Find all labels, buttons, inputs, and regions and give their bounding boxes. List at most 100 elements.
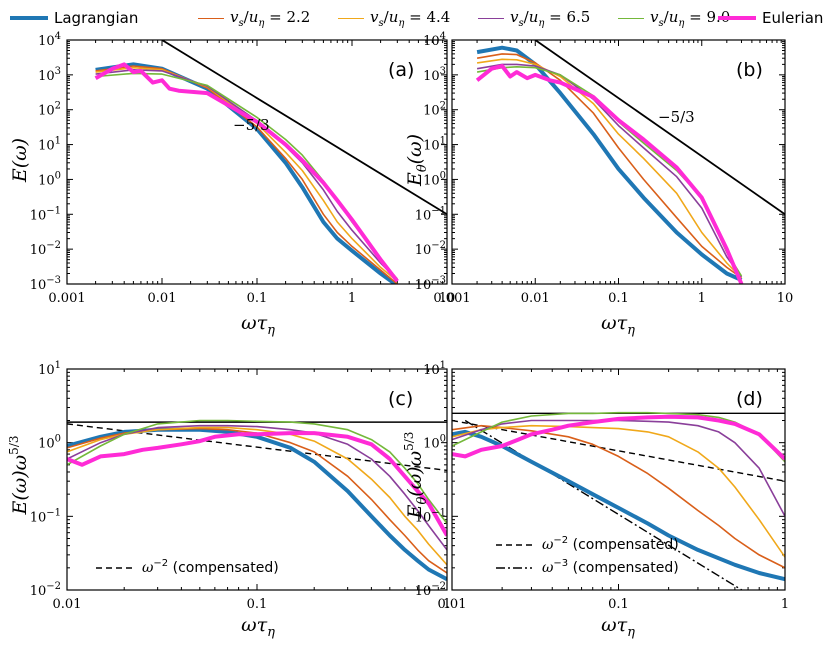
y-axis-label: E(ω)ω5/3: [7, 435, 31, 515]
series-line: [452, 414, 785, 461]
y-axis-label: Eθ(ω)ω5/3: [402, 432, 430, 520]
axes-frame: [451, 368, 786, 591]
legend-item: vs/uη = 6.5: [478, 6, 590, 30]
x-tick-label: 1: [443, 597, 451, 612]
axes-frame: [66, 368, 448, 591]
reference-line: [534, 40, 785, 216]
y-axis-label: E(ω): [9, 138, 31, 183]
x-axis-label: ωτη: [601, 614, 635, 640]
tick-label: 10−2: [415, 581, 446, 599]
axes-frame: [451, 39, 786, 285]
legend-label: vs/uη = 4.4: [370, 7, 451, 29]
x-tick-label: 10: [777, 291, 794, 306]
x-tick-label: 1: [781, 597, 789, 612]
tick-label: 100: [423, 170, 446, 188]
series-line: [476, 45, 743, 282]
panel-0: 0.001 0.01 0.1 1 1010−310−210−11001011021031…: [9, 31, 455, 338]
panel-1: 0.001 0.01 0.1 1 1010−310−210−11001011021031…: [404, 31, 793, 338]
slope-annotation: −5/3: [658, 108, 695, 126]
x-tick-label: 0.1: [247, 291, 268, 306]
series-line: [67, 424, 447, 551]
legend-label: vs/uη = 2.2: [230, 7, 311, 29]
x-tick-label: 0.01: [438, 597, 467, 612]
legend-item: vs/uη = 4.4: [338, 6, 450, 30]
series-line: [67, 419, 447, 524]
x-tick-label: 1: [348, 291, 356, 306]
x-axis-label: ωτη: [241, 614, 275, 640]
legend-label: vs/uη = 6.5: [510, 7, 591, 29]
legend-label: vs/uη = 9.0: [650, 7, 731, 29]
svg-text:Eθ(ω)ω5/3: Eθ(ω)ω5/3: [402, 432, 430, 520]
legend-swatch: [338, 17, 364, 19]
series-line: [95, 66, 398, 282]
legend-item: Eulerian: [718, 6, 823, 30]
tick-label: 101: [423, 136, 446, 154]
tick-label: 101: [38, 136, 61, 154]
legend-swatch: [198, 17, 224, 19]
tick-label: 102: [38, 101, 61, 119]
series-line: [95, 65, 398, 284]
x-axis-label: ωτη: [241, 312, 275, 338]
legend-swatch: [618, 17, 644, 19]
x-tick-label: 10: [439, 291, 456, 306]
series-line: [476, 66, 743, 277]
tick-label: 100: [423, 434, 446, 452]
plot-area: [67, 419, 447, 581]
tick-label: 104: [423, 31, 446, 49]
tick-label: 10−1: [30, 205, 61, 223]
reference-line: [161, 40, 447, 216]
tick-label: 10−1: [415, 507, 446, 525]
series-line: [67, 427, 447, 574]
reference-line: [452, 419, 785, 482]
x-tick-label: 0.01: [148, 291, 177, 306]
series-line: [67, 426, 447, 566]
series-line: [452, 419, 785, 517]
tick-label: 103: [423, 66, 446, 84]
ref-legend-label: ω−2 (compensated): [142, 558, 279, 576]
series-line: [475, 64, 744, 284]
x-tick-label: 0.01: [53, 597, 82, 612]
legend-item: Lagrangian: [10, 6, 138, 30]
panel-label: (d): [736, 388, 763, 410]
tick-label: 10−1: [30, 507, 61, 525]
y-axis-label: Eθ(ω): [404, 134, 430, 187]
tick-label: 101: [38, 360, 61, 378]
x-tick-label: 0.1: [608, 291, 629, 306]
legend-item: vs/uη = 2.2: [198, 6, 310, 30]
legend-label: Eulerian: [762, 9, 824, 27]
panel-label: (c): [388, 388, 413, 410]
series-line: [476, 53, 742, 279]
svg-text:Eθ(ω): Eθ(ω): [404, 134, 430, 187]
x-tick-label: 0.001: [48, 291, 85, 306]
x-tick-label: 0.01: [521, 291, 550, 306]
legend-label: Lagrangian: [54, 9, 139, 27]
tick-label: 103: [38, 66, 61, 84]
axes-frame: [66, 39, 448, 285]
series-line: [67, 431, 447, 537]
plot-area: [475, 40, 785, 284]
svg-text:E(ω): E(ω): [9, 138, 31, 183]
tick-label: 100: [38, 434, 61, 452]
series-line: [95, 62, 399, 284]
legend-swatch: [718, 16, 756, 20]
plot-area: [94, 40, 447, 284]
series-line: [452, 424, 785, 558]
tick-label: 102: [423, 101, 446, 119]
tick-label: 100: [38, 170, 61, 188]
series-line: [476, 63, 743, 278]
x-tick-label: 0.1: [608, 597, 629, 612]
x-axis-label: ωτη: [601, 312, 635, 338]
tick-label: 10−2: [30, 581, 61, 599]
panel-label: (b): [736, 59, 763, 81]
ref-legend-label: ω−3 (compensated): [542, 558, 679, 576]
series-line: [94, 62, 399, 283]
series-line: [452, 429, 785, 582]
panel-2: 0.01 0.1 110−210−1100101(c)ωτηE(ω)ω5/3ω−2 …: [7, 360, 451, 640]
series-line: [476, 58, 743, 279]
plot-area: [452, 411, 785, 590]
svg-text:E(ω)ω5/3: E(ω)ω5/3: [7, 435, 31, 515]
tick-label: 10−2: [415, 240, 446, 258]
tick-label: 104: [38, 31, 61, 49]
x-tick-label: 0.1: [247, 597, 268, 612]
